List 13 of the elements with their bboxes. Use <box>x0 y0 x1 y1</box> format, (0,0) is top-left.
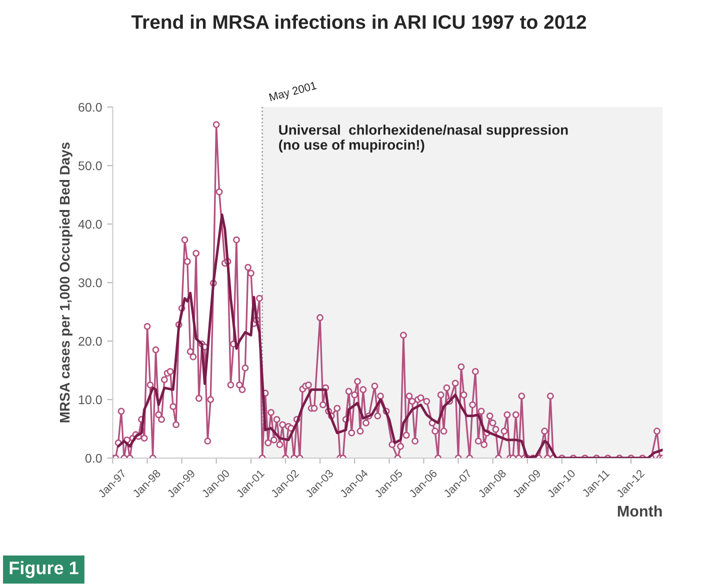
y-tick-label: 60.0 <box>78 102 102 112</box>
y-axis-title: MRSA cases per 1,000 Occupied Bed Days <box>59 142 72 422</box>
y-tick-label: 20.0 <box>78 336 102 346</box>
y-tick-label: 50.0 <box>78 161 102 170</box>
ref-line-label: May 2001 <box>268 81 318 104</box>
band-label: Universal chlorhexidene/nasal suppression (no use of mupirocin!) <box>279 124 568 153</box>
y-tick-label: 30.0 <box>78 278 102 288</box>
y-tick-label: 40.0 <box>78 220 102 229</box>
y-tick-label: 10.0 <box>78 395 102 404</box>
caption: Figure 1 <box>10 561 78 578</box>
y-tick-label: 0.0 <box>85 454 102 463</box>
chart-title: Trend in MRSA infections in ARI ICU 1997 to 2012 <box>131 14 586 29</box>
x-axis-title: Month <box>618 505 662 517</box>
